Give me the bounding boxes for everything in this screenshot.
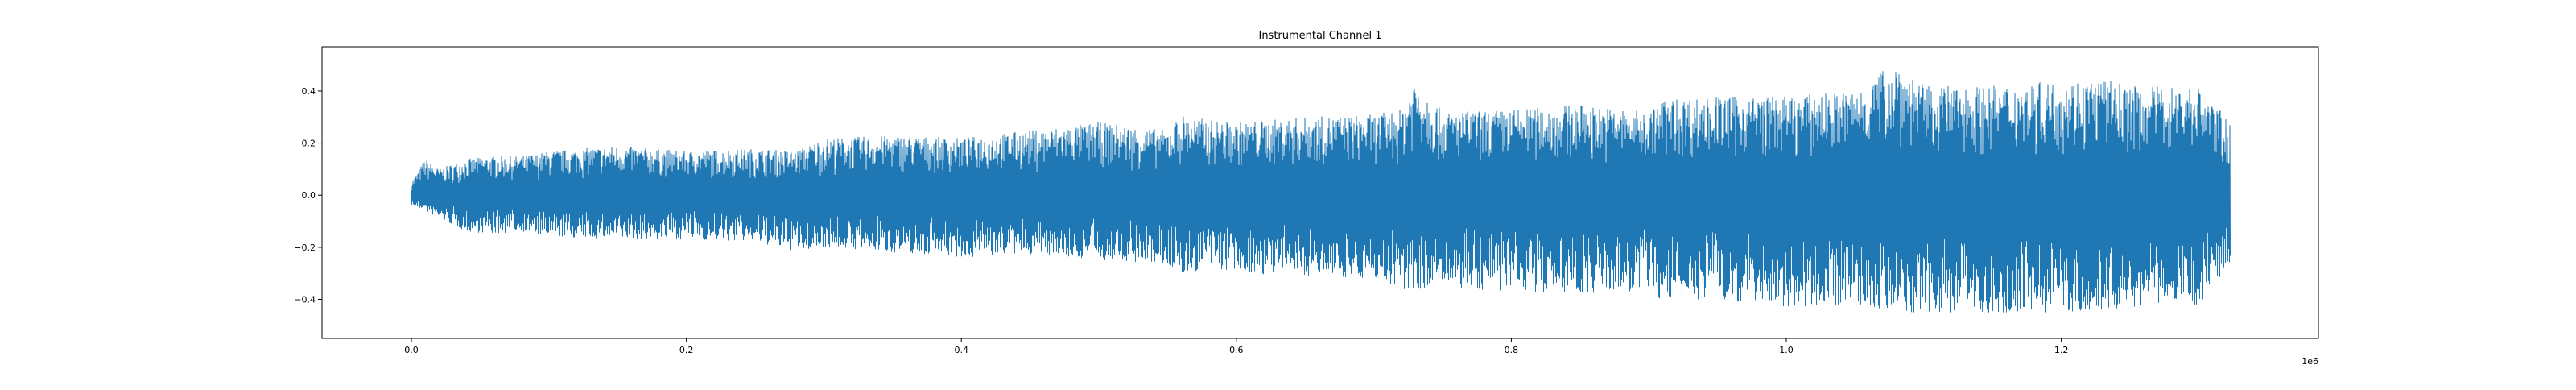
y-tick-label: −0.4 (294, 295, 316, 305)
y-tick-label: 0.2 (302, 139, 316, 149)
plot-area (411, 71, 2231, 314)
y-tick-label: 0.4 (302, 86, 316, 97)
x-tick-label: 0.2 (679, 345, 694, 355)
x-tick-label: 0.0 (404, 345, 419, 355)
x-tick-label: 0.6 (1229, 345, 1244, 355)
plot-frame (321, 46, 2319, 339)
x-tick-label: 1.2 (2054, 345, 2069, 355)
x-tick-label: 0.8 (1505, 345, 1519, 355)
x-axis-offset-text: 1e6 (2301, 356, 2318, 367)
y-tick-label: 0.0 (302, 190, 316, 201)
x-axis: 0.0 0.2 0.4 0.6 0.8 1.0 1.2 (404, 338, 2068, 355)
x-tick-label: 1.0 (1779, 345, 1794, 355)
y-tick-label: −0.2 (294, 243, 316, 253)
waveform-series-line (411, 71, 2231, 314)
chart-title: Instrumental Channel 1 (1258, 30, 1381, 42)
x-tick-label: 0.4 (954, 345, 968, 355)
y-axis: −0.4 −0.2 0.0 0.2 0.4 (294, 86, 322, 305)
